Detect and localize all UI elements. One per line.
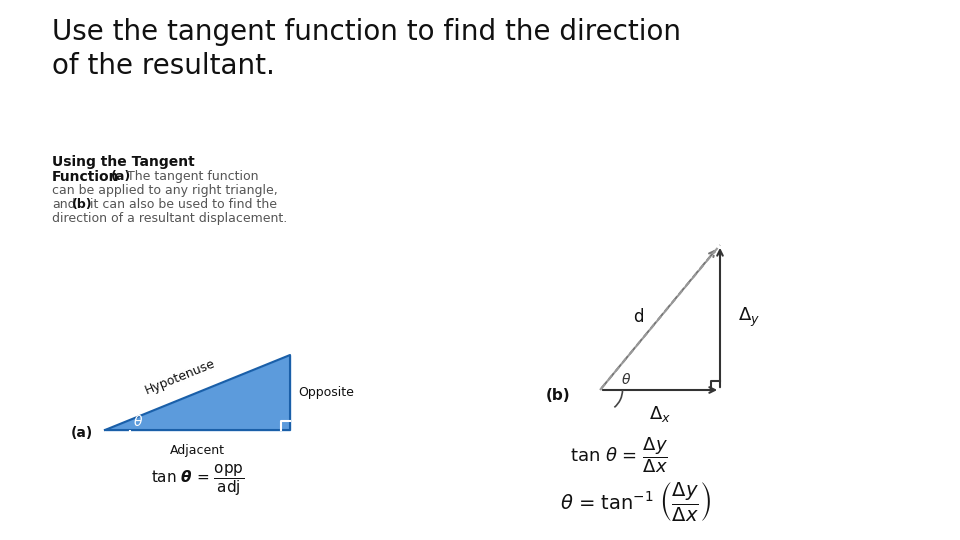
- Polygon shape: [105, 355, 290, 430]
- Text: direction of a resultant displacement.: direction of a resultant displacement.: [52, 212, 287, 225]
- Text: tan $\boldsymbol{\theta}$ = $\dfrac{\mathrm{opp}}{\mathrm{adj}}$: tan $\boldsymbol{\theta}$ = $\dfrac{\mat…: [151, 462, 244, 498]
- Text: it can also be used to find the: it can also be used to find the: [90, 198, 277, 211]
- Text: d: d: [633, 308, 643, 327]
- Text: $\theta$ = tan$^{-1}$ $\left(\dfrac{\Delta y}{\Delta x}\right)$: $\theta$ = tan$^{-1}$ $\left(\dfrac{\Del…: [560, 480, 711, 523]
- Text: Hypotenuse: Hypotenuse: [143, 356, 217, 396]
- Text: and: and: [52, 198, 76, 211]
- Text: $\Delta_x$: $\Delta_x$: [649, 404, 671, 424]
- Text: (b): (b): [545, 388, 570, 402]
- Text: (b): (b): [72, 198, 92, 211]
- Text: (a): (a): [111, 170, 132, 183]
- Text: (a): (a): [71, 426, 93, 440]
- Text: $\Delta_y$: $\Delta_y$: [738, 306, 760, 329]
- Text: The tangent function: The tangent function: [127, 170, 258, 183]
- Text: Use the tangent function to find the direction
of the resultant.: Use the tangent function to find the dir…: [52, 18, 681, 79]
- Text: Using the Tangent: Using the Tangent: [52, 155, 195, 169]
- Text: Adjacent: Adjacent: [170, 444, 225, 457]
- Text: Function: Function: [52, 170, 119, 184]
- Text: $\theta$: $\theta$: [133, 415, 143, 429]
- Text: tan $\theta$ = $\dfrac{\Delta y}{\Delta x}$: tan $\theta$ = $\dfrac{\Delta y}{\Delta …: [570, 435, 668, 475]
- Text: Opposite: Opposite: [298, 386, 354, 399]
- Text: $\theta$: $\theta$: [621, 373, 631, 388]
- Text: can be applied to any right triangle,: can be applied to any right triangle,: [52, 184, 277, 197]
